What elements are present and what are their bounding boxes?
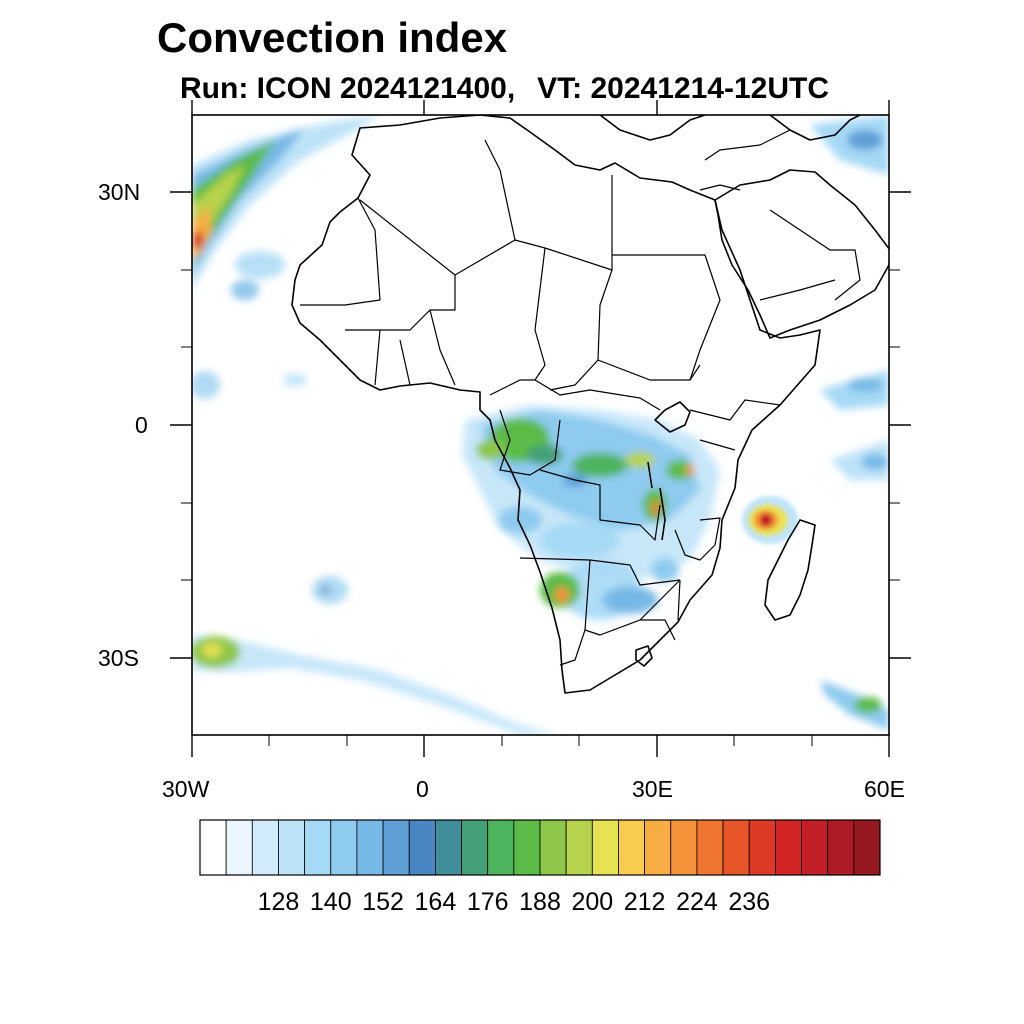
colorbar-label: 224 xyxy=(676,888,718,916)
border-sudan-south xyxy=(597,359,701,381)
colorbar-frame xyxy=(199,819,881,876)
border-sudan-ethiopia xyxy=(689,254,721,381)
colorbar-swatch xyxy=(382,819,410,876)
border-namibia-south xyxy=(559,629,586,666)
y-tick-label-30n: 30N xyxy=(98,179,141,205)
valid-time-label: VT: 20241214-12UTC xyxy=(537,72,829,105)
border-west-africa xyxy=(374,309,456,386)
colorbar-swatch xyxy=(304,819,332,876)
anatolia-coast xyxy=(769,115,861,141)
colorbar-swatch xyxy=(618,819,646,876)
border-angola-south xyxy=(519,557,681,586)
colorbar-label: 200 xyxy=(571,888,614,916)
colorbar-swatch xyxy=(591,819,619,876)
colorbar-swatch xyxy=(513,819,541,876)
colorbar-swatch xyxy=(748,819,776,876)
x-tick-label-0: 0 xyxy=(416,776,429,802)
convection-area-north-atlantic xyxy=(192,115,380,290)
colorbar-label: 152 xyxy=(362,888,404,916)
axis-ticks xyxy=(170,100,911,757)
border-arabia xyxy=(759,209,861,301)
convection-area-canary xyxy=(231,251,285,300)
border-drc-south xyxy=(539,469,661,541)
colorbar-label: 140 xyxy=(309,888,352,916)
colorbar-swatch xyxy=(408,819,436,876)
mediterranean-coast xyxy=(599,115,706,141)
colorbar-swatch xyxy=(251,819,279,876)
x-tick-label-30w: 30W xyxy=(162,776,210,802)
colorbar-label: 188 xyxy=(519,888,561,916)
convection-area-west-atlantic xyxy=(192,371,348,604)
colorbar-swatch xyxy=(722,819,750,876)
convection-area-south-indian xyxy=(820,680,889,730)
colorbar-swatch xyxy=(461,819,489,876)
border-algeria-libya xyxy=(484,139,516,241)
colorbar-label: 164 xyxy=(414,888,457,916)
colorbar-swatch xyxy=(565,819,593,876)
border-algeria-south xyxy=(359,199,546,276)
colorbar-swatch xyxy=(774,819,802,876)
colorbar-swatch xyxy=(356,819,384,876)
border-mali-south xyxy=(345,275,456,331)
colorbar-swatch xyxy=(487,819,515,876)
colorbar-swatch xyxy=(199,819,227,876)
border-western-sahara xyxy=(300,197,381,306)
run-label: Run: ICON 2024121400, xyxy=(180,72,516,105)
coastlines xyxy=(291,115,889,694)
colorbar-swatch xyxy=(278,819,306,876)
convection-field xyxy=(192,115,889,735)
lesotho-border xyxy=(635,645,653,667)
colorbar-swatch xyxy=(827,819,855,876)
arabia-coastline xyxy=(714,169,889,339)
colorbar xyxy=(199,819,881,876)
colorbar-swatch xyxy=(853,819,881,876)
border-middle-east xyxy=(699,129,791,191)
convection-area-south-atlantic xyxy=(192,635,560,735)
colorbar-label: 212 xyxy=(623,888,666,916)
colorbar-label: 128 xyxy=(257,888,300,916)
colorbar-swatch xyxy=(539,819,567,876)
border-niger-chad xyxy=(534,247,546,381)
border-congo xyxy=(499,409,561,476)
colorbar-label: 236 xyxy=(728,888,771,916)
colorbar-swatch xyxy=(670,819,698,876)
colorbar-swatch xyxy=(696,819,724,876)
border-zimbabwe-mozambique xyxy=(640,579,681,641)
colorbar-swatch xyxy=(330,819,358,876)
madagascar-coastline xyxy=(764,519,816,621)
rift-lakes xyxy=(647,461,666,541)
country-borders xyxy=(300,129,861,666)
africa-coastline xyxy=(291,115,821,694)
border-mozambique-north xyxy=(674,517,721,561)
border-botswana xyxy=(584,559,681,636)
colorbar-label: 176 xyxy=(466,888,509,916)
x-tick-label-30e: 30E xyxy=(632,776,673,802)
convection-area-indian-ocean xyxy=(810,115,889,480)
colorbar-swatch xyxy=(225,819,253,876)
colorbar-swatch xyxy=(644,819,672,876)
x-tick-label-60e: 60E xyxy=(864,776,905,802)
chart-title: Convection index xyxy=(157,14,508,61)
lake-victoria xyxy=(654,401,691,433)
convection-area-cyclone xyxy=(742,496,798,544)
y-tick-label-0: 0 xyxy=(135,412,148,438)
colorbar-swatch xyxy=(801,819,829,876)
y-tick-label-30s: 30S xyxy=(98,645,139,671)
chart-subtitle: Run: ICON 2024121400, VT: 20241214-12UTC xyxy=(180,72,829,106)
border-car xyxy=(489,379,661,411)
colorbar-swatch xyxy=(434,819,462,876)
border-east-africa xyxy=(689,399,781,451)
minor-ticks xyxy=(181,269,900,746)
